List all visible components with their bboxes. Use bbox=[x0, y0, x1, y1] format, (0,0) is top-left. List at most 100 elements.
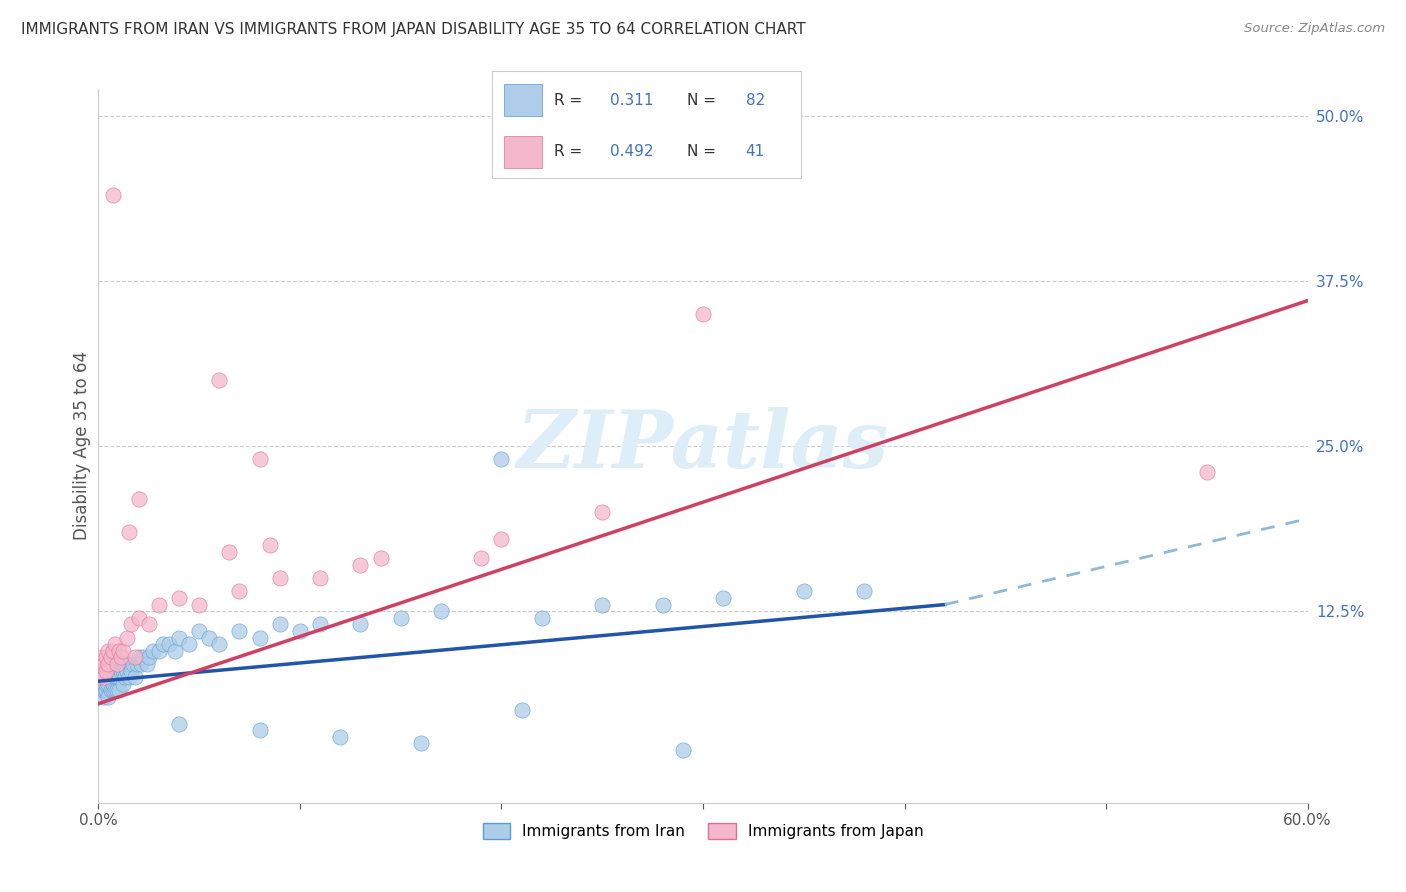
Point bbox=[124, 670, 146, 684]
Legend: Immigrants from Iran, Immigrants from Japan: Immigrants from Iran, Immigrants from Ja… bbox=[477, 817, 929, 845]
Point bbox=[167, 631, 190, 645]
Point bbox=[93, 657, 115, 671]
Point bbox=[269, 571, 291, 585]
Point bbox=[120, 664, 142, 678]
Point bbox=[96, 677, 118, 691]
Y-axis label: Disability Age 35 to 64: Disability Age 35 to 64 bbox=[73, 351, 91, 541]
Point bbox=[105, 664, 128, 678]
Point bbox=[125, 657, 148, 671]
Point bbox=[93, 683, 115, 698]
Point bbox=[530, 611, 553, 625]
Point bbox=[249, 723, 271, 738]
Point bbox=[97, 644, 120, 658]
Point bbox=[118, 524, 141, 539]
Point bbox=[105, 670, 128, 684]
Point bbox=[111, 664, 134, 678]
Point bbox=[167, 716, 190, 731]
Point bbox=[97, 657, 120, 671]
Point bbox=[103, 637, 125, 651]
Text: N =: N = bbox=[688, 145, 721, 159]
Text: 41: 41 bbox=[745, 145, 765, 159]
Point bbox=[91, 677, 114, 691]
Point bbox=[129, 657, 152, 671]
Point bbox=[93, 677, 115, 691]
Point bbox=[89, 664, 111, 678]
Point bbox=[370, 551, 392, 566]
Point bbox=[97, 670, 120, 684]
Point bbox=[107, 670, 129, 684]
Point bbox=[249, 452, 271, 467]
Point bbox=[309, 571, 332, 585]
Point bbox=[228, 624, 250, 638]
Point bbox=[228, 584, 250, 599]
Point bbox=[148, 644, 170, 658]
Point bbox=[101, 664, 124, 678]
Point bbox=[91, 670, 114, 684]
Text: R =: R = bbox=[554, 145, 588, 159]
Point bbox=[591, 598, 613, 612]
Point bbox=[135, 657, 157, 671]
Point bbox=[111, 644, 134, 658]
Point bbox=[138, 617, 160, 632]
Point bbox=[491, 532, 513, 546]
Point bbox=[111, 677, 134, 691]
Text: R =: R = bbox=[554, 93, 588, 108]
Text: 0.492: 0.492 bbox=[610, 145, 654, 159]
Point bbox=[107, 657, 129, 671]
Point bbox=[101, 644, 124, 658]
Point bbox=[103, 670, 125, 684]
Bar bbox=[505, 136, 541, 168]
Point bbox=[114, 657, 136, 671]
Point bbox=[89, 670, 111, 684]
Bar bbox=[505, 84, 541, 116]
Point bbox=[128, 611, 150, 625]
Point bbox=[157, 637, 180, 651]
Point bbox=[124, 650, 146, 665]
Point bbox=[96, 664, 118, 678]
Point bbox=[97, 664, 120, 678]
Point bbox=[96, 664, 118, 678]
Text: N =: N = bbox=[688, 93, 721, 108]
Point bbox=[142, 644, 165, 658]
Point bbox=[118, 670, 141, 684]
Point bbox=[97, 690, 120, 704]
Point bbox=[208, 637, 231, 651]
Point bbox=[101, 188, 124, 202]
Point bbox=[269, 617, 291, 632]
Point bbox=[132, 650, 155, 665]
Point bbox=[163, 644, 186, 658]
Point bbox=[470, 551, 492, 566]
Point bbox=[107, 644, 129, 658]
Point bbox=[198, 631, 221, 645]
Point bbox=[110, 664, 132, 678]
Text: 82: 82 bbox=[745, 93, 765, 108]
Point bbox=[96, 683, 118, 698]
Point bbox=[91, 650, 114, 665]
Point bbox=[510, 703, 533, 717]
Point bbox=[793, 584, 815, 599]
Point bbox=[118, 657, 141, 671]
Point bbox=[93, 664, 115, 678]
Point bbox=[91, 664, 114, 678]
Point bbox=[120, 617, 142, 632]
Point bbox=[100, 664, 122, 678]
Point bbox=[179, 637, 201, 651]
Point bbox=[100, 670, 122, 684]
Point bbox=[288, 624, 311, 638]
Point bbox=[409, 736, 432, 750]
Point bbox=[853, 584, 876, 599]
Point bbox=[105, 657, 128, 671]
Point bbox=[389, 611, 412, 625]
Point bbox=[218, 545, 240, 559]
Text: 0.311: 0.311 bbox=[610, 93, 654, 108]
Point bbox=[128, 650, 150, 665]
Point bbox=[349, 558, 371, 572]
Point bbox=[100, 650, 122, 665]
Point bbox=[672, 743, 695, 757]
Point bbox=[591, 505, 613, 519]
Point bbox=[329, 730, 352, 744]
Point bbox=[491, 452, 513, 467]
Point bbox=[89, 670, 111, 684]
Point bbox=[96, 670, 118, 684]
Point bbox=[121, 657, 143, 671]
